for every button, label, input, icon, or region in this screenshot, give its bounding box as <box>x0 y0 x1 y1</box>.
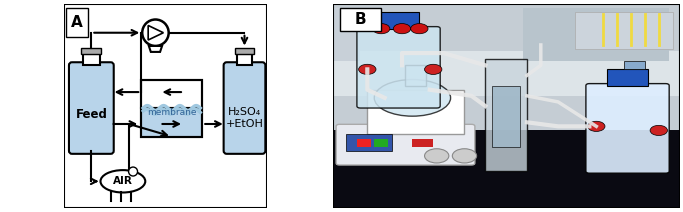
Circle shape <box>410 24 428 34</box>
Text: B: B <box>354 12 366 27</box>
Bar <box>346 134 391 151</box>
Bar <box>576 12 673 49</box>
Bar <box>66 8 88 37</box>
Circle shape <box>128 167 137 176</box>
FancyBboxPatch shape <box>586 84 669 173</box>
Text: membrane: membrane <box>147 109 197 117</box>
Circle shape <box>587 121 605 131</box>
Text: Feed: Feed <box>75 108 107 121</box>
Circle shape <box>452 149 477 163</box>
Circle shape <box>425 64 442 74</box>
Circle shape <box>393 24 410 34</box>
Bar <box>357 139 371 147</box>
Circle shape <box>372 24 390 34</box>
Bar <box>486 59 527 171</box>
Bar <box>236 54 252 65</box>
Circle shape <box>425 149 449 163</box>
Bar <box>333 51 680 96</box>
Ellipse shape <box>100 170 145 192</box>
Bar <box>413 139 433 147</box>
Bar <box>624 61 645 69</box>
Ellipse shape <box>374 80 451 116</box>
Bar <box>333 4 680 137</box>
Bar <box>141 80 202 137</box>
Bar <box>374 139 388 147</box>
FancyBboxPatch shape <box>357 27 440 108</box>
Bar <box>333 130 680 208</box>
Bar <box>333 8 361 61</box>
Circle shape <box>650 125 667 135</box>
Circle shape <box>142 20 169 46</box>
Bar <box>141 108 202 137</box>
FancyBboxPatch shape <box>223 62 266 154</box>
Bar <box>141 80 202 108</box>
Bar <box>235 48 254 54</box>
Polygon shape <box>149 46 162 52</box>
Bar <box>492 86 520 147</box>
Bar <box>367 90 464 134</box>
Bar <box>81 48 102 54</box>
Text: H₂SO₄
+EtOH: H₂SO₄ +EtOH <box>225 107 264 129</box>
Bar <box>83 54 100 65</box>
Bar <box>378 12 419 29</box>
Circle shape <box>359 64 376 74</box>
FancyBboxPatch shape <box>69 62 114 154</box>
Bar <box>406 65 426 86</box>
FancyBboxPatch shape <box>336 124 475 165</box>
Bar <box>607 69 648 86</box>
Text: A: A <box>71 15 83 30</box>
Text: AIR: AIR <box>113 176 133 186</box>
Bar <box>339 8 381 31</box>
Bar <box>523 8 669 61</box>
